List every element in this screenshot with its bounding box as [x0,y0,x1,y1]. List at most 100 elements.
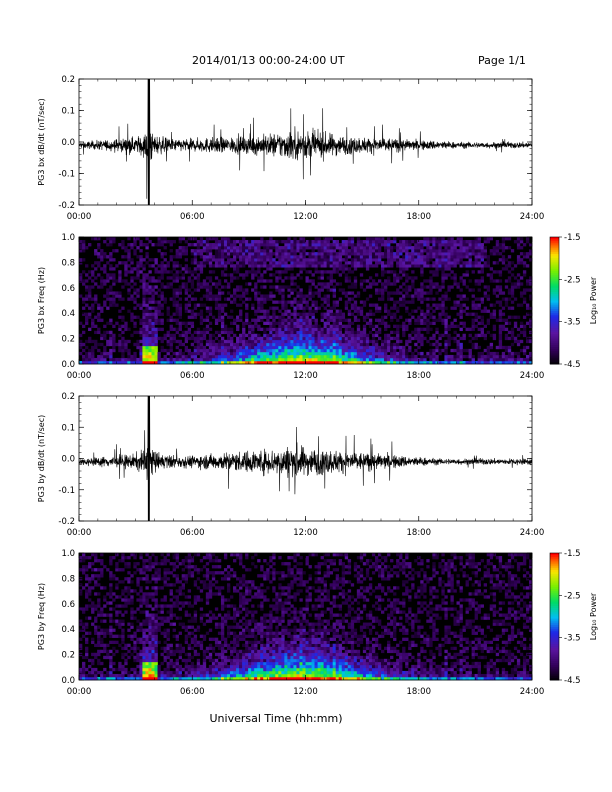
heat-cell [299,330,303,335]
heat-cell [353,360,358,365]
heat-cell [314,330,318,335]
heat-cell [139,357,143,362]
heat-cell [208,291,213,295]
heat-cell [414,243,418,247]
heat-cell [432,270,436,274]
heat-cell [239,354,243,359]
heat-cell [417,255,421,259]
heat-cell [423,240,427,244]
heat-cell [399,264,403,268]
x-tick-label: 18:00 [407,212,432,222]
heat-cell [263,327,267,332]
heat-cell [154,357,158,362]
heat-cell [199,255,204,259]
heat-cell [103,628,107,632]
heat-cell [390,282,394,286]
heat-cell [501,327,506,332]
heat-cell [214,300,219,304]
heat-cell [393,303,397,307]
heat-cell [353,345,358,350]
heat-cell [284,348,288,353]
heat-cell [338,267,343,271]
x-tick-label: 00:00 [67,528,92,538]
heat-cell [245,297,249,301]
heat-cell [115,562,119,566]
heat-cell [320,330,324,335]
heat-cell [169,249,173,253]
heat-cell [263,255,267,259]
heat-cell [136,291,140,295]
heat-cell [181,273,185,277]
heat-cell [468,246,472,250]
heat-cell [341,333,346,338]
heat-cell [88,631,92,635]
heat-cell [387,249,391,253]
heat-cell [121,664,125,669]
heat-cell [377,243,382,247]
heat-cell [353,264,358,268]
heat-cell [121,348,125,353]
heat-cell [151,318,155,322]
heat-cell [251,348,255,353]
heat-cell [432,354,436,359]
heat-cell [100,318,104,322]
heat-cell [459,306,463,310]
heat-cell [211,270,216,274]
heat-cell [287,267,291,271]
heat-cell [251,306,255,310]
heat-cell [145,586,149,590]
heat-cell [305,300,309,304]
heat-cell [287,240,291,244]
heat-cell [329,249,333,253]
heat-cell [208,297,213,301]
heat-cell [166,348,170,353]
heat-cell [121,568,125,572]
heat-cell [384,303,388,307]
heat-cell [139,652,143,657]
heat-cell [477,357,481,362]
heat-cell [405,327,409,332]
heat-cell [266,312,270,316]
heat-cell [154,589,158,593]
heat-cell [266,321,270,325]
heat-cell [429,315,433,319]
heat-cell [290,300,294,304]
heat-cell [130,622,134,626]
heat-cell [374,288,379,292]
heat-cell [329,270,333,274]
heat-cell [335,318,340,322]
heat-cell [269,342,273,347]
heat-cell [193,339,198,344]
heat-cell [151,300,155,304]
heat-cell [341,249,346,253]
x-tick-label: 00:00 [67,371,92,381]
heat-cell [248,339,252,344]
heat-cell [109,670,113,675]
heat-cell [329,357,333,362]
heat-cell [245,360,249,365]
heat-cell [426,264,430,268]
heat-cell [381,315,385,319]
heat-cell [154,604,158,608]
heat-cell [368,357,373,362]
heat-cell [269,333,273,338]
heat-cell [94,553,98,557]
heat-cell [242,336,246,341]
heat-cell [350,237,355,241]
heat-cell [465,327,469,332]
heat-cell [417,333,421,338]
heat-cell [281,357,285,362]
y-tick-label: 0.2 [61,75,75,85]
heat-cell [139,258,143,262]
heat-cell [275,246,279,250]
heat-cell [516,240,521,244]
heat-cell [205,339,210,344]
colorbar-cell [550,304,559,308]
heat-cell [154,598,158,602]
heat-cell [202,279,207,283]
heat-cell [88,676,92,681]
heat-cell [326,309,330,313]
y-tick-label: 0.1 [61,107,75,117]
heat-cell [217,342,222,347]
heat-cell [519,357,524,362]
